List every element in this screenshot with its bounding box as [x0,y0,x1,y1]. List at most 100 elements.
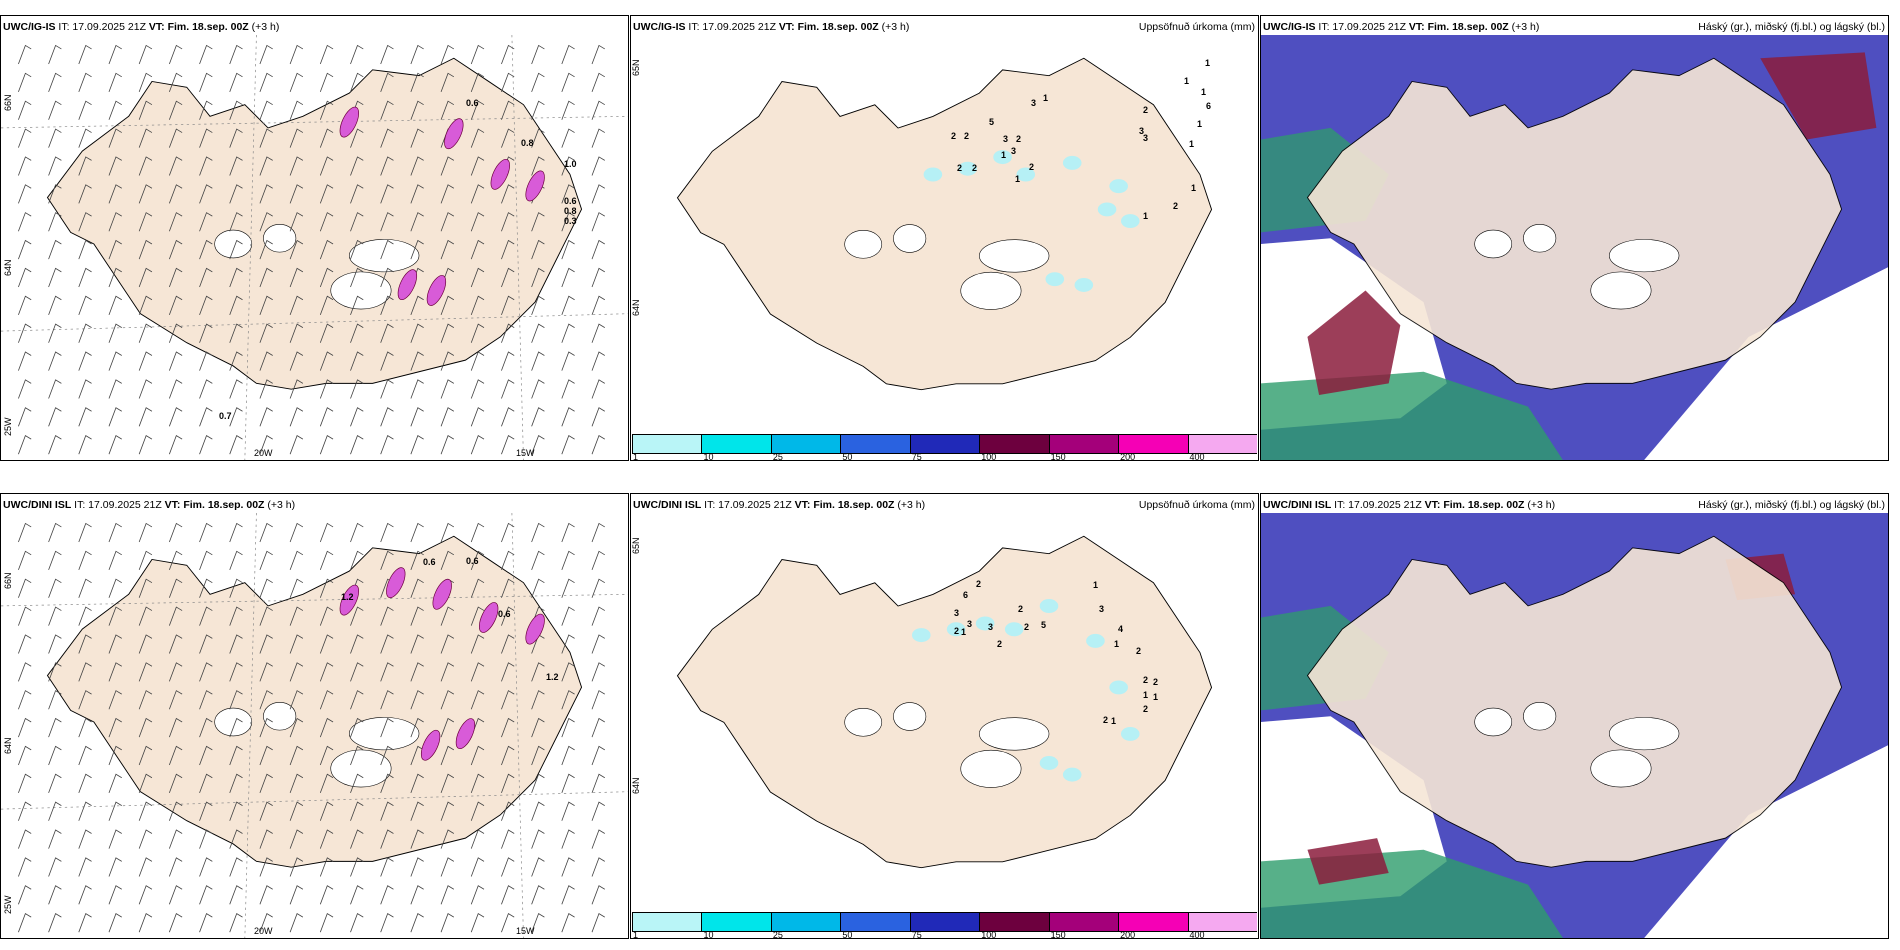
precip-area [1086,633,1105,648]
wind-barb [108,295,122,315]
wind-barb [18,829,32,849]
wind-barb [501,239,515,260]
colorbar-swatch [1118,435,1188,453]
cloud-cover-low [1307,290,1401,395]
colorbar-tick-label: 1 [633,452,639,461]
wind-barb [410,128,424,148]
panel-header: UWC/DINI ISL IT: 17.09.2025 21Z VT: Fim.… [633,499,925,511]
glacier [844,230,883,259]
glacier [1523,701,1557,731]
wind-barb [561,156,575,176]
wind-barb [259,435,273,455]
wind-barb [319,857,334,877]
wind-barb [168,100,183,120]
wind-barb [380,295,394,315]
iceland-landmass [676,535,1213,869]
value-label: 4 [1118,624,1124,634]
cloud-cover-low [1307,838,1389,885]
colorbar-swatch [1048,913,1119,931]
wind-barb [138,801,153,821]
precip-streak [386,567,406,599]
wind-barb [591,100,605,120]
wind-barb [440,522,455,543]
wind-barb [108,913,122,933]
map-panel-4: UWC/DINI ISL IT: 17.09.2025 21Z VT: Fim.… [0,493,629,939]
wind-barb [48,829,62,849]
wind-barb [501,351,515,371]
wind-barb [168,578,183,598]
wind-barb [591,379,605,399]
wind-barb [470,239,485,260]
wind-barb [168,212,183,232]
wind-barb [470,773,485,793]
wind-barb [138,606,153,626]
colorbar-swatch [632,435,702,453]
wind-barb [470,100,485,120]
colorbar-swatch [840,435,910,453]
precip-area [1039,599,1059,613]
value-label: 1 [1114,639,1120,649]
panel-header: UWC/IG-IS IT: 17.09.2025 21Z VT: Fim. 18… [3,21,279,33]
wind-barb [48,295,62,315]
wind-barb [168,801,183,821]
iceland-landmass [46,57,583,390]
wind-barb [350,379,364,399]
wind-barb [138,239,153,260]
wind-barb [289,550,304,571]
value-label: 3 [967,619,973,629]
clear-sky-area [1644,267,1888,460]
wind-barb [48,72,62,93]
colorbar-swatch [770,913,841,931]
wind-barb [229,801,243,821]
wind-barb [380,128,394,148]
precip-area [1074,278,1094,292]
precip-area [911,628,931,643]
wind-barb [531,717,545,738]
glacier [1609,239,1680,273]
lead-time: (+3 h) [267,499,296,511]
wind-barb [289,435,304,455]
colorbar-tick-label: 75 [911,930,922,939]
wind-barb [259,351,273,371]
value-label: 0.6 [423,557,436,567]
wind-barb [108,773,122,793]
wind-barb [410,100,424,120]
wind-barb [531,885,545,905]
wind-barb [440,379,455,399]
wind-barb [78,44,92,65]
wind-barb [259,717,273,738]
wind-barb [229,634,243,654]
wind-barb [319,662,334,682]
colorbar-tick-label: 75 [911,452,922,461]
wind-barb [319,690,334,710]
colorbar-tick-label: 25 [772,930,783,939]
wind-barb [229,295,243,315]
glacier [349,717,420,751]
wind-barb [440,295,455,315]
wind-barb [78,379,92,399]
wind-barb [199,745,213,766]
value-label: 1.0 [564,159,577,169]
wind-barb [199,44,213,65]
wind-barb [440,351,455,371]
wind-barb [138,323,153,343]
wind-barb [18,885,32,905]
panel-header: UWC/IG-IS IT: 17.09.2025 21Z VT: Fim. 18… [633,21,909,33]
graticule-line [244,35,257,460]
wind-barb [319,267,334,288]
wind-barb [259,72,273,93]
graticule-line [244,513,257,938]
value-label: 2 [954,626,960,636]
wind-barb [78,156,92,176]
wind-barb [229,606,243,626]
wind-barb [199,662,213,682]
wind-barb [531,801,545,821]
wind-barb [229,239,243,260]
wind-barb [591,522,605,543]
wind-barb [591,435,605,455]
wind-barb [168,351,183,371]
map-panel-5: UWC/DINI ISL IT: 17.09.2025 21Z VT: Fim.… [630,493,1259,939]
wind-barb [168,407,183,427]
wind-barb [259,100,273,120]
wind-barb [259,128,273,148]
